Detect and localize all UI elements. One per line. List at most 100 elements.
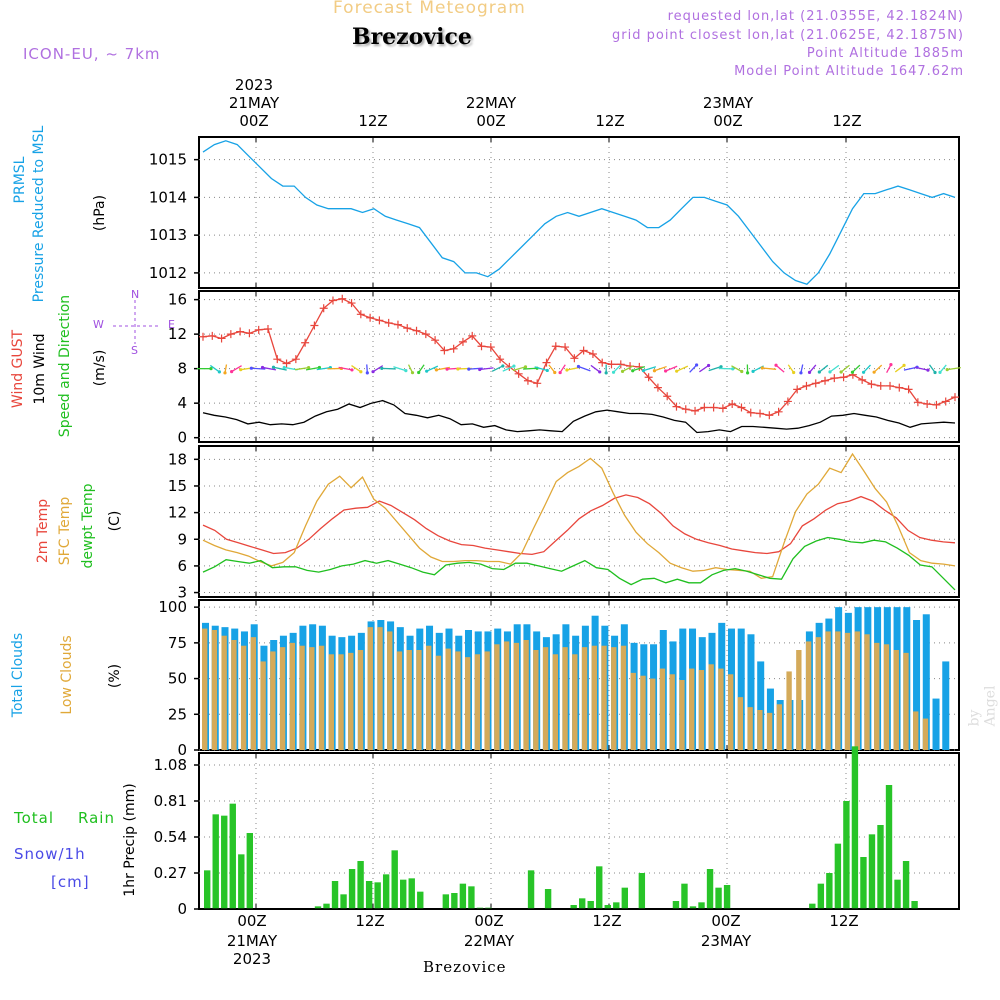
low-cloud-bar-6 <box>260 661 266 750</box>
gust-marker-52 <box>681 405 690 414</box>
total-label: Total <box>14 809 55 827</box>
low-cloud-bar-34 <box>533 650 539 750</box>
wind-arrow-head-4 <box>239 368 243 372</box>
wind-arrow-head-35 <box>576 364 581 369</box>
wind-arrow-head-67 <box>933 370 937 375</box>
low-cloud-bar-0 <box>202 628 208 750</box>
precip-bar-25 <box>417 891 424 909</box>
gust-marker-36 <box>533 379 542 388</box>
ytick-label-0-0: 1012 <box>149 264 187 282</box>
wind-arrow-38 <box>613 364 622 373</box>
gust-marker-44 <box>607 360 616 369</box>
ytick-label-0-3: 1015 <box>149 151 187 169</box>
wind-arrow-10 <box>305 366 320 371</box>
wind-line <box>202 399 956 434</box>
gust-marker-37 <box>542 358 551 367</box>
wind-arrow-64 <box>894 364 905 373</box>
compass-s: S <box>131 344 138 357</box>
low-cloud-bar-54 <box>727 674 734 750</box>
precip-bar-21 <box>382 874 390 909</box>
top-time-2: 00Z <box>476 112 506 130</box>
low-cloud-bar-25 <box>445 648 451 750</box>
low-cloud-bar-1 <box>211 630 218 750</box>
precip-bar-48 <box>613 902 620 909</box>
ytick-label-0-2: 1014 <box>149 188 187 206</box>
location-title: Brezovice <box>352 24 472 50</box>
wind-arrow-58 <box>829 364 840 373</box>
gust-marker-30 <box>477 342 486 351</box>
low-cloud-bar-29 <box>484 651 490 750</box>
gust-marker-15 <box>338 294 347 303</box>
gust-marker-49 <box>653 383 662 392</box>
gust-marker-57 <box>728 400 737 409</box>
wind-arrow-47 <box>708 366 722 372</box>
low-cloud-bar-60 <box>786 671 792 750</box>
gust-marker-28 <box>458 337 467 346</box>
gust-marker-6 <box>254 325 263 334</box>
gust-marker-9 <box>282 359 291 368</box>
prmsl-long-label: Pressure Reduced to MSL <box>31 125 47 303</box>
ytick-label-2-4: 15 <box>168 477 187 495</box>
wind-arrow-57 <box>818 364 829 373</box>
wind-arrow-61 <box>863 364 871 373</box>
gust-marker-11 <box>301 338 310 347</box>
total-clouds-label: Total Clouds <box>10 632 26 718</box>
precip-bar-31 <box>468 886 475 909</box>
ytick-label-1-1: 4 <box>177 394 187 412</box>
wind-arrow-head-45 <box>695 363 699 367</box>
wind-arrow-head-22 <box>434 368 439 372</box>
wind-arrow-45 <box>689 364 698 373</box>
precip-bar-0 <box>204 870 211 909</box>
wind-arrow-head-41 <box>641 368 646 373</box>
precip-bar-72 <box>817 883 825 909</box>
precip-bar-40 <box>544 889 552 909</box>
wind-arrow-head-44 <box>675 369 679 373</box>
wind-arrow-66 <box>914 366 929 371</box>
panel-frame-2 <box>198 445 960 598</box>
low-cloud-bar-26 <box>455 651 461 750</box>
wind-arrow-head-34 <box>565 368 569 372</box>
chart-title: Forecast Meteogram <box>333 0 526 18</box>
gust-marker-25 <box>431 336 440 345</box>
low-cloud-bar-13 <box>328 654 334 750</box>
ytick-label-3-1: 25 <box>168 705 187 723</box>
total-cloud-bar-55 <box>737 628 745 750</box>
bottom-time-1: 12Z <box>355 912 385 930</box>
wind-arrow-68 <box>939 364 947 373</box>
compass-e: E <box>168 318 175 331</box>
gust-line <box>202 298 956 416</box>
low-cloud-bar-42 <box>611 647 617 750</box>
gust-marker-51 <box>672 402 681 411</box>
ytick-label-1-0: 0 <box>177 429 187 447</box>
wind-arrow-head-29 <box>523 365 528 369</box>
total-cloud-bar-56 <box>747 634 755 750</box>
precip-bar-20 <box>374 882 381 909</box>
gust-marker-34 <box>514 369 523 378</box>
top-time-4: 00Z <box>713 112 743 130</box>
wind-arrow-head-54 <box>792 370 796 375</box>
ytick-label-2-1: 6 <box>177 557 187 575</box>
gust-marker-61 <box>765 411 774 420</box>
low-cloud-bar-68 <box>864 634 870 750</box>
low-cloud-bar-31 <box>503 641 510 750</box>
wind-arrow-head-5 <box>249 366 253 370</box>
low-cloud-bar-65 <box>835 631 841 750</box>
low-cloud-bar-62 <box>805 641 812 750</box>
wind-arrow-head-14 <box>359 370 363 374</box>
temp-line-1 <box>202 452 956 579</box>
wind-arrow-32 <box>548 364 556 373</box>
model-altitude: Model Point Altitude 1647.62m <box>734 64 964 79</box>
precip-bar-4 <box>238 854 245 909</box>
footer-location: Brezovice <box>423 958 507 976</box>
gust-marker-29 <box>468 331 477 340</box>
wind-arrow-head-0 <box>209 367 213 371</box>
low-cloud-bar-17 <box>367 627 373 750</box>
wind-arrow-26 <box>479 367 494 371</box>
gust-marker-40 <box>570 354 579 363</box>
gust-marker-4 <box>236 327 245 336</box>
low-cloud-bar-55 <box>737 697 744 750</box>
wind-arrow-6 <box>262 366 277 371</box>
low-cloud-bar-49 <box>679 680 685 750</box>
low-cloud-bar-41 <box>601 645 607 750</box>
point-altitude: Point Altitude 1885m <box>806 46 964 61</box>
